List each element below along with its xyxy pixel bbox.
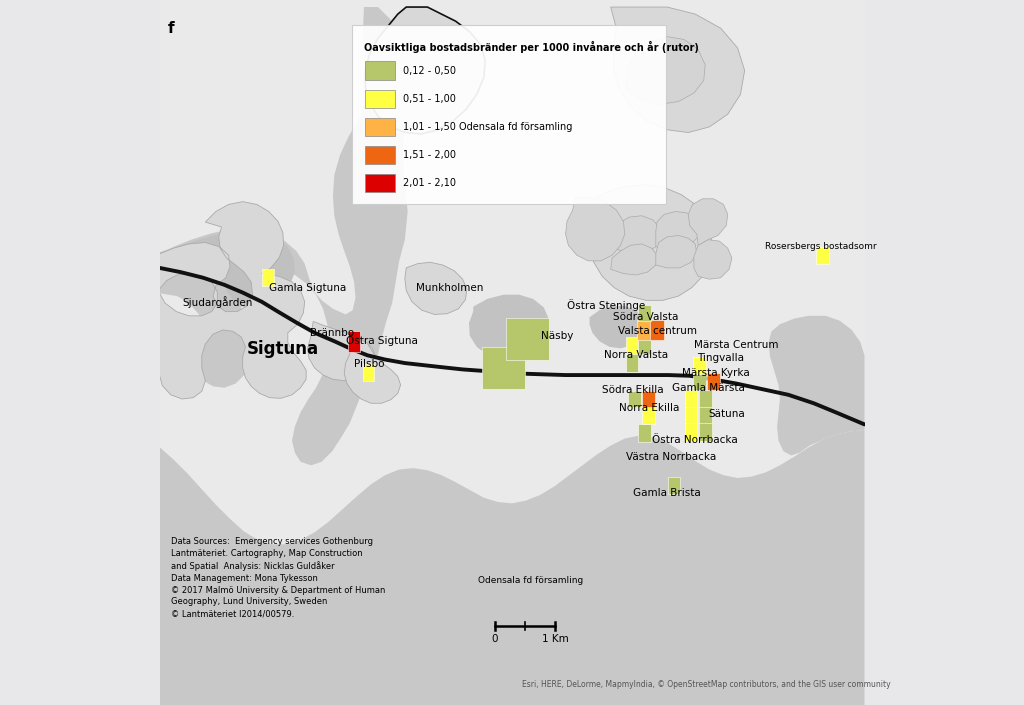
Text: Norra Valsta: Norra Valsta xyxy=(604,350,668,360)
Text: Näsby: Näsby xyxy=(541,331,573,341)
Polygon shape xyxy=(469,295,549,360)
Polygon shape xyxy=(160,430,864,705)
Polygon shape xyxy=(610,7,744,133)
Text: Östra Norrbacka: Östra Norrbacka xyxy=(652,435,738,445)
Bar xyxy=(366,90,395,108)
Bar xyxy=(642,407,655,424)
Bar xyxy=(506,318,549,360)
Polygon shape xyxy=(404,262,467,314)
Text: Sätuna: Sätuna xyxy=(708,409,744,419)
Bar xyxy=(366,146,395,164)
Text: Rosersbergs bostadsomr: Rosersbergs bostadsomr xyxy=(765,243,877,251)
Polygon shape xyxy=(610,216,662,254)
Polygon shape xyxy=(610,244,657,275)
Text: Östra Sigtuna: Östra Sigtuna xyxy=(346,334,418,345)
Polygon shape xyxy=(160,230,295,309)
Text: Norra Ekilla: Norra Ekilla xyxy=(620,403,680,413)
Polygon shape xyxy=(160,7,412,465)
Bar xyxy=(482,347,524,389)
Polygon shape xyxy=(366,7,485,134)
Bar xyxy=(626,353,638,372)
Text: Tingvalla: Tingvalla xyxy=(697,353,744,363)
Bar xyxy=(685,422,697,441)
Text: Sigtuna: Sigtuna xyxy=(247,340,318,358)
Polygon shape xyxy=(688,199,728,245)
Text: 1,51 - 2,00: 1,51 - 2,00 xyxy=(402,150,456,160)
Bar xyxy=(362,364,374,381)
Text: Gamla Brista: Gamla Brista xyxy=(633,489,701,498)
Bar xyxy=(638,424,651,442)
Bar xyxy=(638,320,651,340)
Bar xyxy=(668,477,681,494)
Text: Märsta Centrum: Märsta Centrum xyxy=(694,340,778,350)
Bar xyxy=(698,390,712,407)
Polygon shape xyxy=(655,235,696,268)
Text: Västra Norrbacka: Västra Norrbacka xyxy=(627,452,717,462)
Polygon shape xyxy=(344,334,400,403)
Bar xyxy=(366,118,395,136)
Text: Data Sources:  Emergency services Gothenburg
Lantmäteriet. Cartography, Map Cons: Data Sources: Emergency services Gothenb… xyxy=(171,537,385,618)
Text: 0: 0 xyxy=(492,634,499,644)
Bar xyxy=(698,422,712,441)
Polygon shape xyxy=(769,316,864,455)
Text: Valsta centrum: Valsta centrum xyxy=(617,326,696,336)
Text: Pilsbo: Pilsbo xyxy=(354,359,385,369)
FancyBboxPatch shape xyxy=(352,25,666,204)
Polygon shape xyxy=(627,37,706,104)
Bar xyxy=(642,391,655,407)
Text: Östra Steninge: Östra Steninge xyxy=(567,299,645,310)
Polygon shape xyxy=(590,306,644,348)
Bar xyxy=(629,391,641,407)
Text: 1,01 - 1,50 Odensala fd församling: 1,01 - 1,50 Odensala fd församling xyxy=(402,122,572,132)
Polygon shape xyxy=(590,185,713,300)
Bar xyxy=(262,269,273,286)
Text: Södra Valsta: Södra Valsta xyxy=(613,312,679,322)
Text: Gamla Sigtuna: Gamla Sigtuna xyxy=(269,283,346,293)
Bar xyxy=(650,320,665,340)
Text: Märsta Kyrka: Märsta Kyrka xyxy=(682,368,750,378)
Bar xyxy=(366,174,395,192)
Bar xyxy=(348,331,360,352)
Text: Gamla Märsta: Gamla Märsta xyxy=(672,384,744,393)
Polygon shape xyxy=(655,212,699,248)
Text: Sjudargården: Sjudargården xyxy=(183,296,253,307)
Polygon shape xyxy=(160,202,306,399)
Text: Munkholmen: Munkholmen xyxy=(417,283,483,293)
Text: 2,01 - 2,10: 2,01 - 2,10 xyxy=(402,178,456,188)
Bar xyxy=(698,406,712,423)
Bar xyxy=(626,337,638,354)
Text: Brännbo: Brännbo xyxy=(310,329,354,338)
Bar xyxy=(638,305,651,321)
Bar xyxy=(685,390,697,407)
Polygon shape xyxy=(307,321,375,381)
Polygon shape xyxy=(694,240,732,279)
Bar xyxy=(693,357,706,374)
Text: Esri, HERE, DeLorme, MapmyIndia, © OpenStreetMap contributors, and the GIS user : Esri, HERE, DeLorme, MapmyIndia, © OpenS… xyxy=(522,680,891,689)
Bar xyxy=(366,61,395,80)
Bar xyxy=(816,247,828,264)
Polygon shape xyxy=(565,197,625,261)
Text: 0,51 - 1,00: 0,51 - 1,00 xyxy=(402,94,456,104)
Bar xyxy=(693,373,706,390)
Bar xyxy=(708,373,720,390)
Polygon shape xyxy=(160,0,864,705)
Text: Oavsiktliga bostadsbränder per 1000 invånare och år (rutor): Oavsiktliga bostadsbränder per 1000 invå… xyxy=(364,41,698,53)
Text: f: f xyxy=(168,21,174,36)
Bar xyxy=(685,406,697,423)
Text: 0,12 - 0,50: 0,12 - 0,50 xyxy=(402,66,456,75)
Text: Odensala fd församling: Odensala fd församling xyxy=(478,576,583,584)
Text: 1 Km: 1 Km xyxy=(542,634,568,644)
Bar xyxy=(638,337,651,354)
Text: Södra Ekilla: Södra Ekilla xyxy=(602,385,665,395)
